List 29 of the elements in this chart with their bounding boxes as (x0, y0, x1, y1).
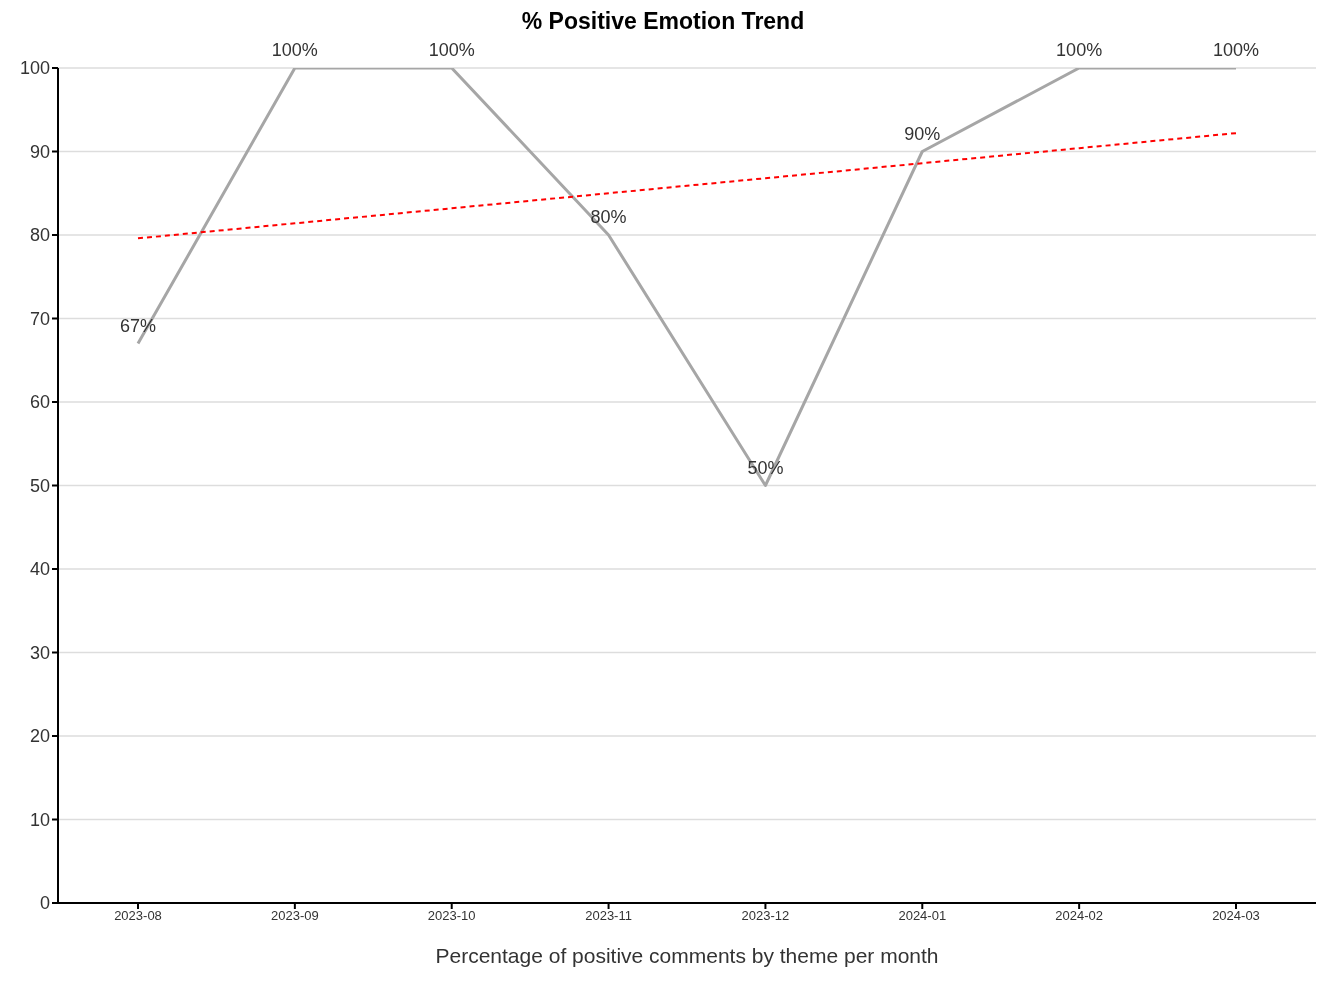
chart-title: % Positive Emotion Trend (520, 8, 806, 35)
data-label: 100% (271, 40, 318, 60)
x-tick-label: 2023-10 (427, 908, 476, 924)
y-tick-label: 100 (19, 58, 50, 79)
y-tick-label: 40 (29, 559, 50, 580)
data-label: 50% (747, 457, 784, 478)
x-tick-label: 2024-02 (1055, 908, 1103, 924)
y-tick-label: 60 (29, 392, 50, 413)
data-label: 100% (1212, 40, 1260, 60)
data-label: 100% (1056, 40, 1103, 60)
data-label: 100% (428, 40, 475, 60)
y-tick-label: 10 (29, 809, 50, 830)
y-tick-label: 50 (29, 475, 50, 496)
x-tick-label: 2023-11 (585, 908, 632, 924)
x-tick-label: 2023-08 (114, 908, 162, 924)
y-tick-label: 80 (29, 225, 50, 246)
data-label: 90% (904, 123, 941, 144)
y-tick-label: 30 (29, 642, 50, 663)
x-tick-label: 2024-01 (898, 908, 947, 924)
y-tick-label: 0 (39, 893, 50, 914)
y-tick-label: 20 (29, 726, 50, 747)
y-tick-label: 90 (29, 141, 50, 162)
y-tick-label: 70 (29, 308, 50, 329)
x-tick-label: 2023-12 (741, 908, 790, 924)
data-label: 80% (590, 207, 627, 227)
x-axis-title: Percentage of positive comments by theme per month (435, 944, 939, 967)
x-tick-label: 2023-09 (271, 908, 319, 924)
data-label: 67% (119, 315, 157, 336)
x-tick-label: 2024-03 (1212, 908, 1260, 924)
